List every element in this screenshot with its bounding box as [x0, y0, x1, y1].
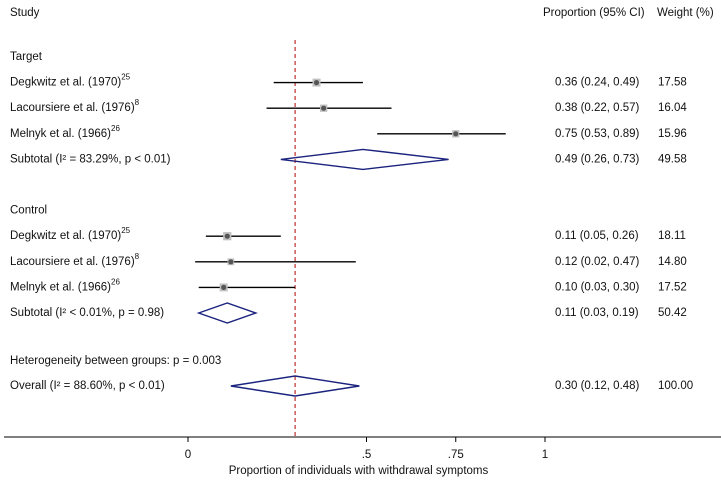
overall-label: Overall (I² = 88.60%, p < 0.01) — [10, 380, 165, 392]
control-study-1-ci-text: 0.11 (0.05, 0.26) — [555, 230, 639, 242]
control-study-3-ci-text: 0.10 (0.03, 0.30) — [555, 281, 640, 293]
x-tick-label-.75: .75 — [448, 449, 464, 461]
control-study-3-label: Melnyk et al. (1966)26 — [10, 278, 120, 294]
group-title-target: Target — [10, 51, 43, 63]
control-subtotal-diamond — [196, 302, 258, 324]
target-study-3-point — [453, 131, 459, 137]
control-study-1-weight: 18.11 — [658, 230, 686, 242]
control-study-2-weight: 14.80 — [658, 256, 687, 268]
target-study-1-point — [313, 80, 320, 86]
control-study-1-point — [224, 233, 230, 239]
header-study: Study — [10, 7, 40, 19]
target-study-2-label: Lacoursiere et al. (1976)8 — [10, 98, 140, 114]
control-study-2-label: Lacoursiere et al. (1976)8 — [10, 252, 140, 268]
overall-ci-text: 0.30 (0.12, 0.48) — [555, 380, 640, 392]
heterogeneity-text: Heterogeneity between groups: p = 0.003 — [10, 355, 221, 367]
control-subtotal-label: Subtotal (I² < 0.01%, p = 0.98) — [10, 307, 164, 319]
target-study-3-label: Melnyk et al. (1966)26 — [10, 124, 120, 140]
header-weight: Weight (%) — [657, 7, 714, 19]
target-study-2-weight: 16.04 — [658, 102, 687, 114]
target-subtotal-weight: 49.58 — [658, 153, 687, 165]
overall-diamond — [230, 375, 360, 397]
x-tick-label-.5: .5 — [362, 449, 372, 461]
target-study-2-point — [321, 105, 327, 111]
control-subtotal-ci-text: 0.11 (0.03, 0.19) — [555, 307, 639, 319]
target-study-3-weight: 15.96 — [658, 128, 687, 140]
target-study-3-ci-text: 0.75 (0.53, 0.89) — [555, 128, 640, 140]
control-study-3-point — [221, 284, 227, 290]
x-axis-label: Proportion of individuals with withdrawa… — [229, 465, 489, 477]
control-study-3-weight: 17.52 — [658, 281, 687, 293]
header-proportion: Proportion (95% CI) — [543, 7, 645, 19]
target-study-1-weight: 17.58 — [658, 77, 687, 89]
x-tick-label-1: 1 — [542, 449, 548, 461]
target-subtotal-ci-text: 0.49 (0.26, 0.73) — [555, 153, 640, 165]
target-subtotal-diamond — [280, 148, 449, 171]
control-study-2-point — [228, 259, 234, 265]
group-title-control: Control — [10, 205, 47, 217]
x-tick-label-0: 0 — [185, 449, 191, 461]
target-subtotal-label: Subtotal (I² = 83.29%, p < 0.01) — [10, 153, 171, 165]
control-study-1-label: Degkwitz et al. (1970)25 — [10, 226, 131, 242]
target-study-1-ci-text: 0.36 (0.24, 0.49) — [555, 77, 640, 89]
control-subtotal-weight: 50.42 — [658, 307, 687, 319]
target-study-1-label: Degkwitz et al. (1970)25 — [10, 73, 131, 89]
control-study-2-ci-text: 0.12 (0.02, 0.47) — [555, 256, 640, 268]
target-study-2-ci-text: 0.38 (0.22, 0.57) — [555, 102, 640, 114]
overall-weight: 100.00 — [658, 380, 693, 392]
